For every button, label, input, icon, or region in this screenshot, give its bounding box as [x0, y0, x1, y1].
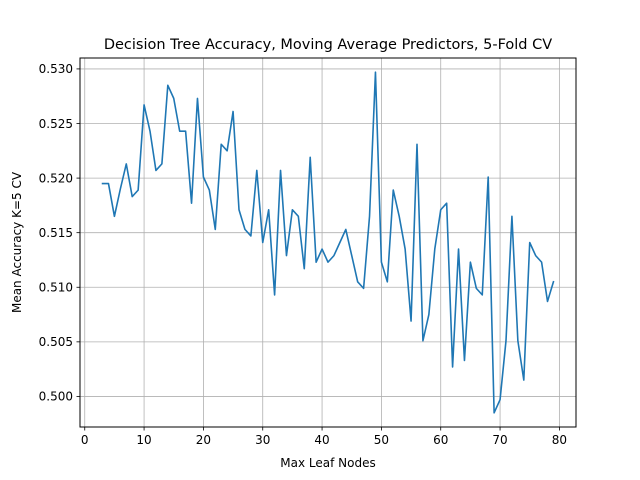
y-tick-label: 0.520	[39, 171, 73, 185]
y-tick-label: 0.505	[39, 335, 73, 349]
plot-frame	[79, 57, 577, 428]
x-tick-label: 50	[374, 433, 389, 447]
x-tick-label: 0	[81, 433, 89, 447]
x-tick-label: 70	[492, 433, 507, 447]
chart-title: Decision Tree Accuracy, Moving Average P…	[104, 37, 552, 53]
x-tick-label: 80	[552, 433, 567, 447]
x-tick-label: 20	[196, 433, 211, 447]
x-axis-label: Max Leaf Nodes	[280, 456, 375, 470]
y-axis-label: Mean Accuracy K=5 CV	[10, 171, 24, 313]
x-tick-label: 10	[136, 433, 151, 447]
x-tick-label: 60	[433, 433, 448, 447]
series-layer	[101, 71, 555, 414]
series-line	[101, 71, 555, 414]
y-tick-label: 0.530	[39, 62, 73, 76]
x-tick-label: 30	[255, 433, 270, 447]
y-tick-label: 0.515	[39, 226, 73, 240]
y-tick-label: 0.500	[39, 390, 73, 404]
axis-ticks: 0 10 20 30 40 50 60 70 80 0.500 0.505 0.510 0.515 0.5…	[39, 62, 567, 447]
y-tick-label: 0.510	[39, 281, 73, 295]
y-tick-label: 0.525	[39, 117, 73, 131]
x-tick-label: 40	[314, 433, 329, 447]
